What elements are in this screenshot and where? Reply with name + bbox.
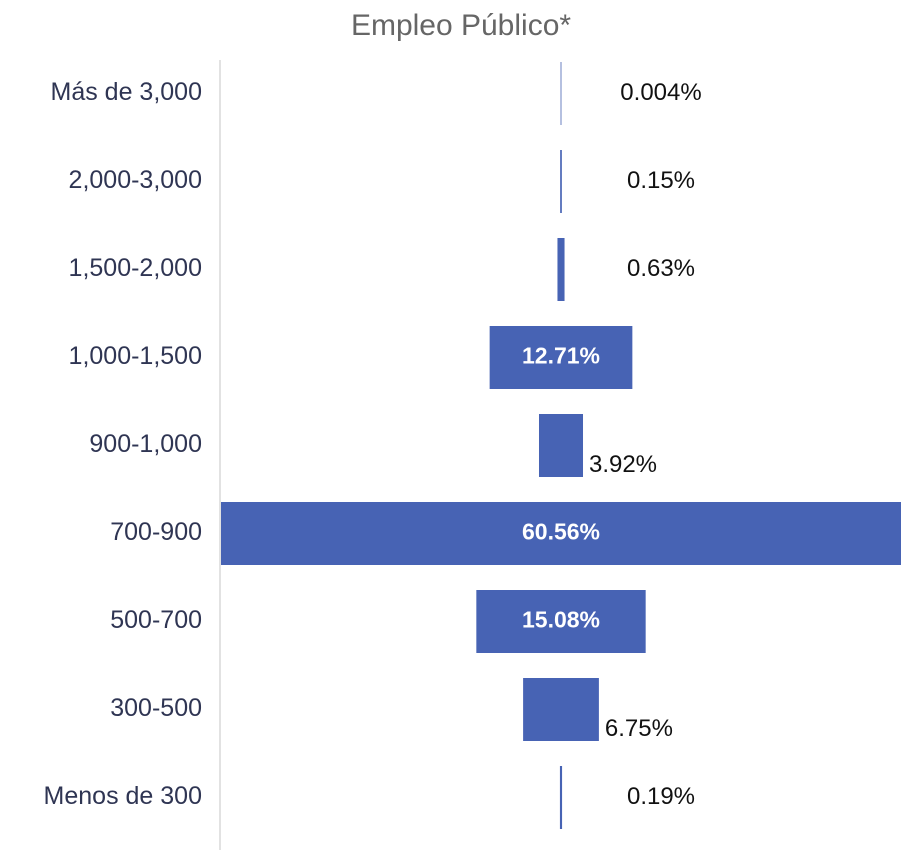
data-label: 12.71% — [522, 343, 600, 369]
category-label: 1,500-2,000 — [69, 254, 202, 282]
data-label: 15.08% — [522, 607, 600, 633]
data-label: 0.63% — [627, 255, 695, 282]
bar — [557, 238, 565, 301]
bar — [489, 326, 633, 389]
data-label: 3.92% — [589, 451, 657, 478]
bar — [560, 150, 562, 213]
category-label: Menos de 300 — [44, 782, 202, 810]
category-label: 2,000-3,000 — [69, 166, 202, 194]
chart-title: Empleo Público* — [351, 9, 571, 42]
bar — [538, 414, 584, 477]
bar — [560, 62, 562, 125]
bar — [559, 766, 563, 829]
category-label: 700-900 — [110, 518, 202, 546]
bar — [221, 502, 901, 565]
bar — [476, 590, 646, 653]
category-label: 1,000-1,500 — [69, 342, 202, 370]
category-label: 300-500 — [110, 694, 202, 722]
data-label: 0.004% — [620, 79, 701, 106]
data-label: 60.56% — [522, 519, 600, 545]
data-label: 0.15% — [627, 167, 695, 194]
data-label: 0.19% — [627, 783, 695, 810]
bar — [523, 678, 599, 741]
category-label: Más de 3,000 — [51, 78, 203, 106]
category-label: 500-700 — [110, 606, 202, 634]
data-label: 6.75% — [605, 715, 673, 742]
category-label: 900-1,000 — [89, 430, 202, 458]
